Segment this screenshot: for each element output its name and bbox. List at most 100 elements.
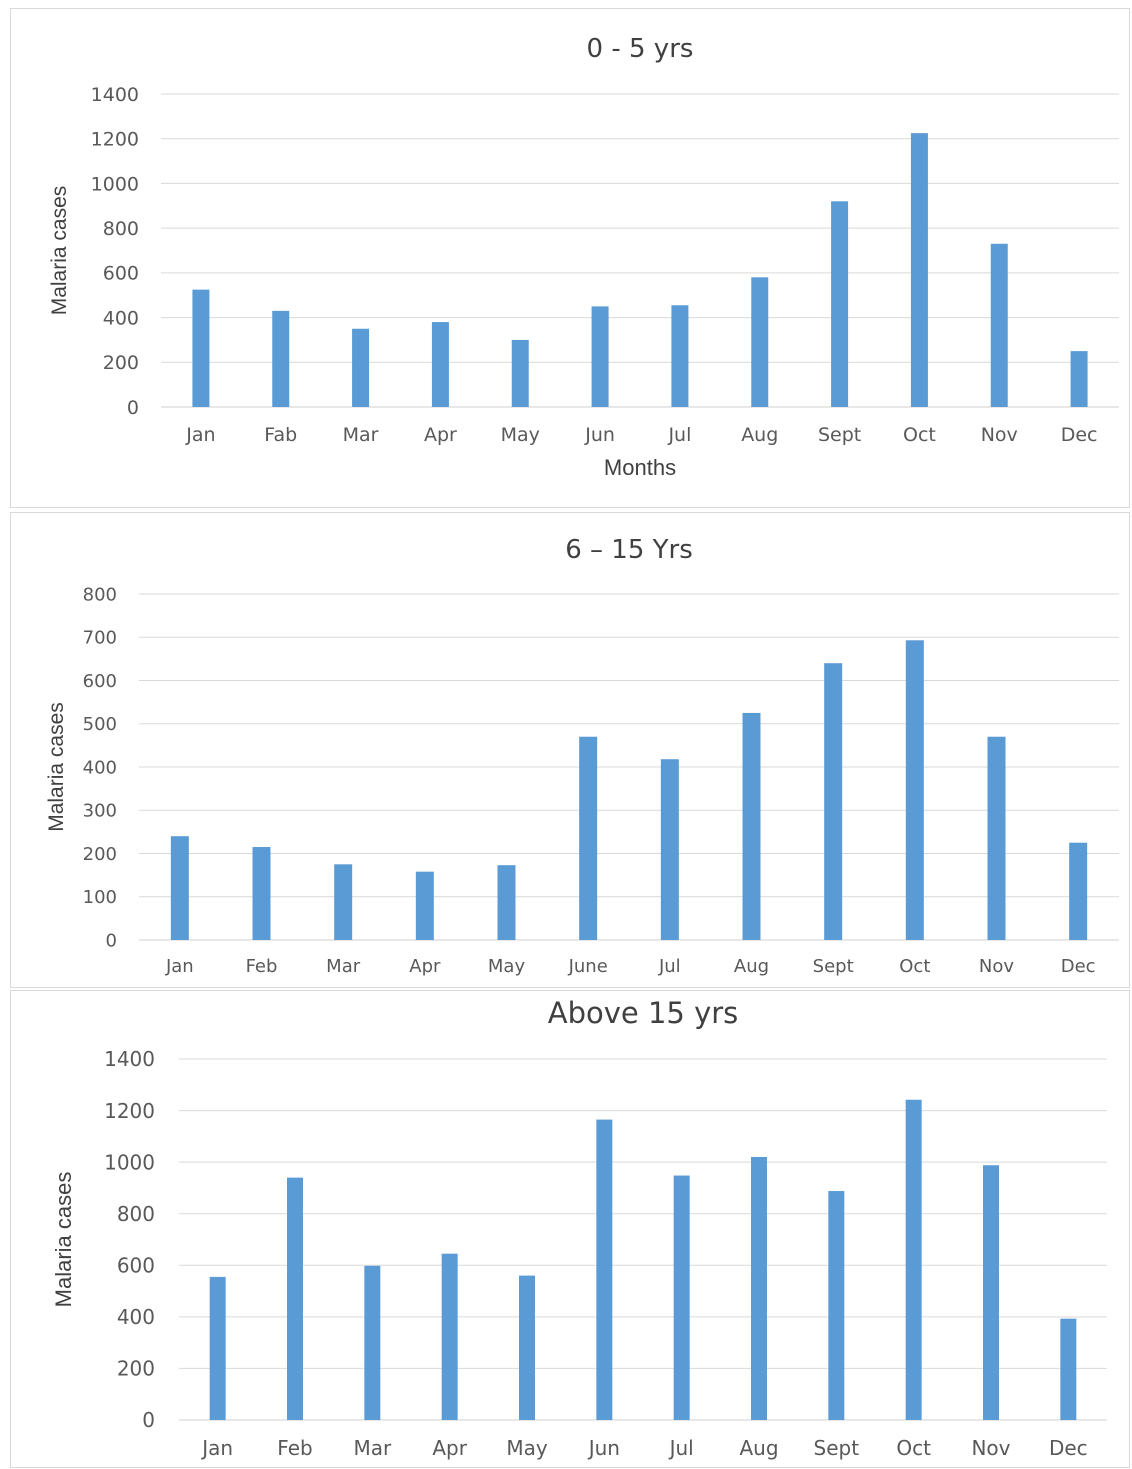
bar-nov — [983, 1165, 999, 1420]
bar-jul — [660, 759, 679, 940]
y-tick-label: 800 — [83, 584, 117, 605]
y-tick-label: 1400 — [91, 84, 139, 106]
x-tick-label: Nov — [981, 424, 1018, 446]
y-tick-label: 200 — [117, 1357, 155, 1381]
bar-dec — [1070, 351, 1088, 407]
x-tick-label: Mar — [343, 424, 379, 446]
bar-oct — [910, 133, 928, 407]
x-tick-label: Jul — [667, 424, 691, 446]
y-tick-label: 600 — [103, 263, 139, 285]
bar-dec — [1060, 1318, 1077, 1420]
y-tick-label: 1400 — [104, 1047, 155, 1071]
bar-feb — [252, 847, 271, 940]
y-tick-label: 500 — [83, 714, 117, 735]
x-tick-label: Dec — [1061, 956, 1096, 977]
x-tick-label: Sept — [818, 424, 861, 446]
bar-aug — [751, 1156, 767, 1420]
bar-jun — [596, 1119, 613, 1420]
x-tick-label: May — [488, 956, 526, 977]
x-tick-label: May — [506, 1436, 548, 1460]
bar-may — [497, 865, 516, 940]
y-tick-label: 200 — [103, 352, 139, 374]
chart-svg-above-15-yrs: Above 15 yrs 0 200 400 600 800 1000 1200 1400 Jan… — [51, 996, 1107, 1460]
bar-jan — [209, 1276, 226, 1420]
y-tick-label: 0 — [106, 930, 117, 951]
x-tick-label: Jul — [658, 956, 681, 977]
y-tick-label: 1200 — [91, 129, 139, 151]
x-tick-label: Dec — [1061, 424, 1098, 446]
y-tick-label: 400 — [117, 1305, 155, 1329]
x-tick-label: Jun — [584, 424, 615, 446]
bar-may — [519, 1275, 535, 1420]
x-tick-label: Feb — [246, 956, 278, 977]
x-tick-label: Oct — [899, 956, 930, 977]
x-axis-label: Months — [604, 455, 676, 480]
y-axis-label: Malaria cases — [48, 186, 71, 316]
bar-apr — [415, 871, 434, 940]
x-tick-label: Jan — [165, 956, 194, 977]
bar-feb — [287, 1177, 303, 1420]
bar-sept — [824, 663, 843, 940]
y-tick-label: 400 — [83, 757, 117, 778]
y-tick-label: 300 — [83, 801, 117, 822]
y-axis-label: Malaria cases — [45, 702, 68, 832]
y-tick-label: 600 — [117, 1253, 155, 1277]
x-tick-label: Jun — [587, 1436, 620, 1460]
x-tick-label: Sept — [814, 1436, 860, 1460]
bar-oct — [905, 640, 924, 940]
x-tick-label: Jan — [185, 424, 215, 446]
x-tick-label: Aug — [734, 956, 769, 977]
x-tick-label: Aug — [741, 424, 778, 446]
x-tick-label: Jan — [200, 1436, 233, 1460]
y-tick-label: 800 — [117, 1202, 155, 1226]
y-tick-label: 400 — [103, 307, 139, 329]
y-tick-label: 100 — [83, 887, 117, 908]
bar-sept — [831, 201, 849, 407]
y-tick-label: 1000 — [104, 1150, 155, 1174]
x-tick-label: Apr — [409, 956, 441, 977]
y-tick-label: 800 — [103, 218, 139, 240]
bar-nov — [987, 736, 1006, 940]
x-tick-label: June — [568, 956, 608, 977]
x-tick-label: Apr — [432, 1436, 467, 1460]
bar-sept — [828, 1191, 845, 1420]
x-tick-label: Apr — [424, 424, 457, 446]
y-tick-label: 1000 — [91, 173, 139, 195]
chart-title: 6 – 15 Yrs — [565, 535, 693, 565]
y-tick-label: 1200 — [104, 1099, 155, 1123]
bar-jul — [671, 305, 689, 407]
y-tick-label: 700 — [83, 628, 117, 649]
x-tick-label: Oct — [896, 1436, 931, 1460]
bar-jan — [192, 289, 210, 407]
bar-oct — [905, 1099, 922, 1420]
bar-mar — [334, 864, 353, 940]
x-tick-label: May — [501, 424, 540, 446]
bar-june — [579, 736, 598, 940]
chart-title: Above 15 yrs — [548, 996, 739, 1030]
chart-title: 0 - 5 yrs — [587, 34, 694, 64]
bar-mar — [364, 1265, 381, 1420]
y-tick-label: 0 — [127, 397, 139, 419]
x-tick-label: Nov — [971, 1436, 1010, 1460]
y-tick-label: 200 — [83, 844, 117, 865]
bar-aug — [751, 277, 769, 407]
x-tick-label: Jul — [668, 1436, 694, 1460]
chart-panel-0-5-yrs: 0 - 5 yrs 0 200 400 600 800 1000 1200 1400 Jan Fab… — [10, 8, 1130, 508]
bar-fab — [272, 310, 290, 407]
x-tick-label: Nov — [979, 956, 1014, 977]
bar-may — [511, 339, 529, 407]
y-tick-label: 0 — [142, 1408, 155, 1432]
bar-aug — [742, 712, 761, 940]
x-tick-label: Mar — [326, 956, 361, 977]
x-tick-label: Aug — [739, 1436, 778, 1460]
x-tick-label: Sept — [813, 956, 854, 977]
bar-jul — [673, 1175, 690, 1420]
y-tick-label: 600 — [83, 671, 117, 692]
bar-mar — [352, 328, 370, 407]
y-axis-label: Malaria cases — [51, 1172, 76, 1308]
x-tick-label: Fab — [264, 424, 297, 446]
bar-jan — [170, 836, 189, 940]
bar-nov — [990, 243, 1008, 407]
bar-apr — [441, 1253, 458, 1420]
x-tick-label: Mar — [353, 1436, 392, 1460]
